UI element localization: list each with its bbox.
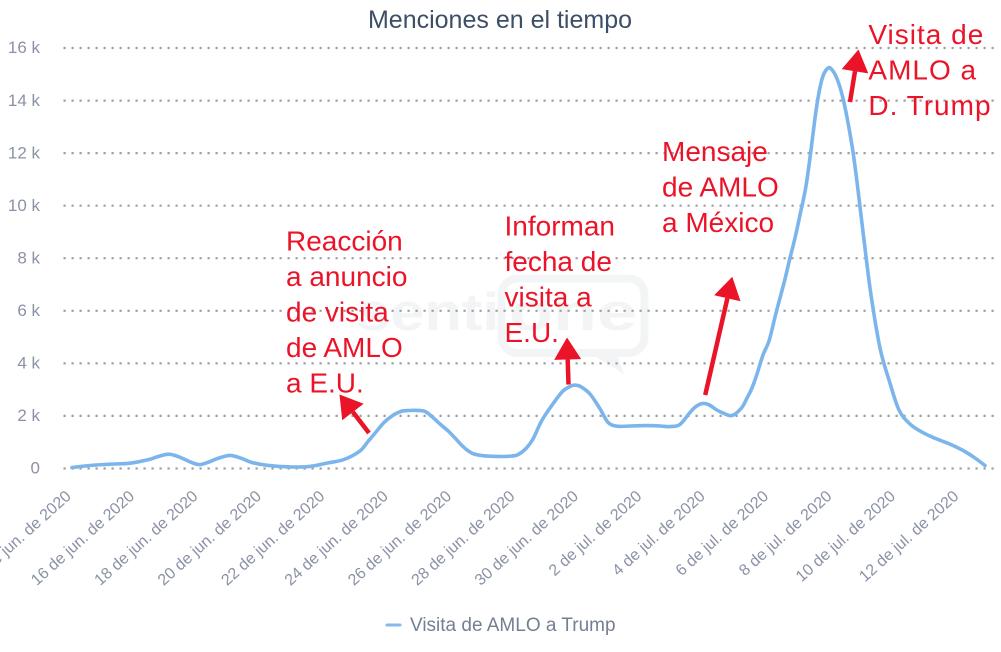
svg-text:a México: a México	[662, 207, 774, 238]
svg-text:Reacción: Reacción	[286, 225, 403, 256]
svg-text:Informan: Informan	[505, 210, 616, 241]
svg-text:senti: senti	[356, 283, 499, 342]
svg-text:de AMLO: de AMLO	[286, 332, 403, 363]
svg-text:de AMLO: de AMLO	[662, 172, 779, 203]
svg-text:Mensaje: Mensaje	[662, 136, 768, 167]
svg-text:Visita de AMLO a Trump: Visita de AMLO a Trump	[410, 615, 616, 636]
svg-text:one: one	[509, 283, 637, 342]
svg-text:16 k: 16 k	[8, 38, 41, 57]
svg-text:22 de jun. de 2020: 22 de jun. de 2020	[218, 488, 328, 589]
svg-text:16 de jun. de 2020: 16 de jun. de 2020	[28, 488, 138, 589]
svg-text:18 de jun. de 2020: 18 de jun. de 2020	[92, 488, 202, 589]
svg-text:a E.U.: a E.U.	[286, 367, 364, 398]
svg-text:12 k: 12 k	[8, 143, 41, 162]
svg-text:28 de jun. de 2020: 28 de jun. de 2020	[409, 488, 519, 589]
svg-text:8 k: 8 k	[17, 248, 40, 267]
svg-text:E.U.: E.U.	[505, 317, 559, 348]
svg-text:10 k: 10 k	[8, 196, 41, 215]
svg-text:fecha de: fecha de	[505, 246, 612, 277]
svg-text:a anuncio: a anuncio	[286, 261, 407, 292]
svg-text:AMLO a: AMLO a	[868, 54, 977, 85]
svg-text:de visita: de visita	[286, 296, 389, 327]
svg-text:30 de jun. de 2020: 30 de jun. de 2020	[472, 488, 582, 589]
svg-text:4 k: 4 k	[17, 354, 40, 373]
svg-text:14 k: 14 k	[8, 91, 41, 110]
svg-text:0: 0	[31, 459, 40, 478]
svg-text:20 de jun. de 2020: 20 de jun. de 2020	[155, 488, 265, 589]
svg-text:24 de jun. de 2020: 24 de jun. de 2020	[282, 488, 392, 589]
svg-text:2 k: 2 k	[17, 406, 40, 425]
svg-text:Visita de: Visita de	[868, 19, 984, 50]
svg-text:D. Trump: D. Trump	[868, 90, 991, 121]
svg-text:visita a: visita a	[505, 281, 593, 312]
svg-text:6 k: 6 k	[17, 301, 40, 320]
svg-text:Menciones en el tiempo: Menciones en el tiempo	[368, 6, 632, 34]
svg-text:26 de jun. de 2020: 26 de jun. de 2020	[345, 488, 455, 589]
